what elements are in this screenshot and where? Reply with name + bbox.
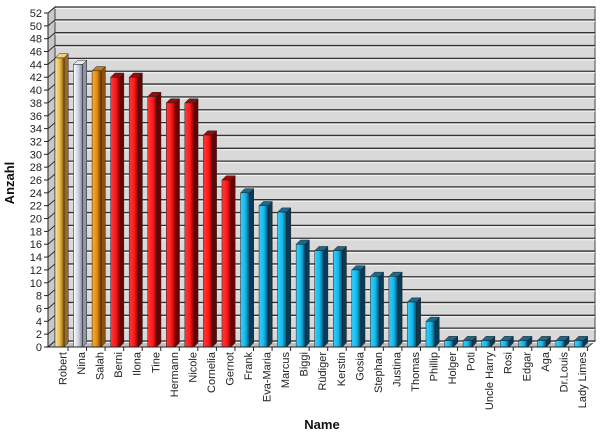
bar-gosia xyxy=(351,265,366,348)
bar-justina xyxy=(388,271,403,348)
y-tick-label: 44 xyxy=(30,59,42,71)
x-tick-label: Gosia xyxy=(354,351,366,381)
y-tick-label: 40 xyxy=(30,85,42,97)
x-tick-label: Ilona xyxy=(132,351,144,376)
x-tick-label: Kerstin xyxy=(336,352,348,386)
bar-r-diger xyxy=(314,245,329,348)
y-tick-label: 30 xyxy=(30,149,42,161)
bar-marcus xyxy=(276,207,292,348)
y-tick-label: 12 xyxy=(30,265,42,277)
x-tick-label: Rosi xyxy=(503,352,515,374)
y-tick-label: 24 xyxy=(30,188,42,200)
y-tick-label: 52 xyxy=(30,8,42,20)
y-tick-label: 34 xyxy=(30,124,42,136)
x-tick-label: Nicole xyxy=(187,352,199,383)
bar-robert xyxy=(54,53,69,348)
y-tick-label: 22 xyxy=(30,201,42,213)
bar-thomas xyxy=(406,297,422,348)
x-tick-label: Rüdiger xyxy=(317,352,329,391)
y-tick-label: 42 xyxy=(30,72,42,84)
bar-hermann xyxy=(165,98,181,348)
x-tick-label: Holger xyxy=(447,352,459,385)
x-tick-label: Justina xyxy=(391,351,403,387)
bar-salah xyxy=(91,66,106,348)
x-tick-label: Stephan xyxy=(373,352,385,393)
bar-phillip xyxy=(425,316,440,348)
x-tick-label: Tine xyxy=(150,352,162,373)
x-tick-label: Phillip xyxy=(429,352,441,381)
x-tick-label: Nina xyxy=(76,351,88,375)
x-tick-label: Hermann xyxy=(169,352,181,397)
y-tick-label: 6 xyxy=(36,303,42,315)
y-tick-label: 14 xyxy=(30,252,42,264)
y-tick-label: 8 xyxy=(36,291,42,303)
x-tick-label: Uncle Harry xyxy=(484,352,496,411)
x-axis: Robert Nina Salah Berni Ilona Tine Hermann Nico… xyxy=(48,346,589,411)
bar-uncle-harry xyxy=(481,335,496,348)
y-tick-label: 2 xyxy=(36,329,42,341)
bar-ilona xyxy=(128,72,144,348)
bar-poti xyxy=(462,335,477,348)
x-tick-label: Marcus xyxy=(280,352,292,389)
x-tick-label: Lady Limes xyxy=(577,352,589,409)
bar-gernot xyxy=(221,175,236,348)
bar-stephan xyxy=(369,271,385,348)
bar-berni xyxy=(110,72,125,348)
bar-rosi xyxy=(499,335,515,348)
y-tick-label: 38 xyxy=(30,98,42,110)
bar-tine xyxy=(147,91,162,348)
bar-nina xyxy=(72,59,88,348)
y-tick-label: 18 xyxy=(30,226,42,238)
x-tick-label: Robert xyxy=(58,352,70,385)
y-tick-label: 48 xyxy=(30,34,42,46)
y-tick-label: 26 xyxy=(30,175,42,187)
bar-edgar xyxy=(518,335,533,348)
bar-frank xyxy=(239,188,255,348)
y-axis: 0246810121416182022242628303234363840424… xyxy=(30,8,49,354)
bar-holger xyxy=(443,335,459,348)
y-tick-label: 28 xyxy=(30,162,42,174)
x-tick-label: Eva-Maria xyxy=(262,351,274,402)
y-tick-label: 4 xyxy=(36,316,42,328)
y-tick-label: 32 xyxy=(30,136,42,148)
bar-eva-maria xyxy=(258,200,273,348)
y-tick-label: 50 xyxy=(30,21,42,33)
x-tick-label: Edgar xyxy=(521,352,533,382)
x-tick-label: Berni xyxy=(113,352,125,378)
x-tick-label: Gernot xyxy=(224,352,236,386)
bars xyxy=(54,53,589,348)
x-tick-label: Frank xyxy=(243,352,255,381)
y-tick-label: 20 xyxy=(30,214,42,226)
bar-dr-louis xyxy=(555,335,570,348)
bar-biggi xyxy=(295,239,310,348)
bar-kerstin xyxy=(332,245,348,348)
y-tick-label: 10 xyxy=(30,278,42,290)
x-axis-title: Name xyxy=(304,417,339,432)
x-tick-label: Aga xyxy=(540,351,552,371)
y-axis-title: Anzahl xyxy=(2,162,17,205)
x-tick-label: Poti xyxy=(466,352,478,371)
bar-nicole xyxy=(184,98,199,348)
bar-cornelia xyxy=(202,130,218,348)
y-tick-label: 16 xyxy=(30,239,42,251)
bar-lady-limes xyxy=(573,335,589,348)
x-tick-label: Biggi xyxy=(299,352,311,376)
y-tick-label: 0 xyxy=(36,342,42,354)
x-tick-label: Dr.Louis xyxy=(558,352,570,393)
y-tick-label: 36 xyxy=(30,111,42,123)
y-tick-label: 46 xyxy=(30,47,42,59)
bar-aga xyxy=(536,335,552,348)
x-tick-label: Thomas xyxy=(410,352,422,392)
x-tick-label: Cornelia xyxy=(206,351,218,393)
x-tick-label: Salah xyxy=(95,352,107,380)
